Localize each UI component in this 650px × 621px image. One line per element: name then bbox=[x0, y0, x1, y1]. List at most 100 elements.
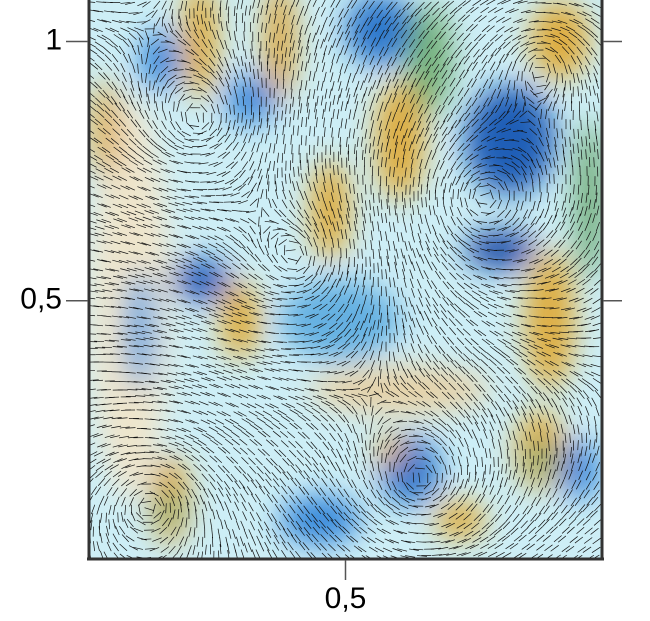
vector-line bbox=[493, 345, 503, 353]
vector-line bbox=[421, 456, 431, 463]
vector-line bbox=[121, 496, 126, 507]
vector-line bbox=[294, 387, 305, 392]
vector-line bbox=[205, 392, 216, 397]
vector-line bbox=[407, 128, 413, 138]
vector-line bbox=[125, 185, 136, 191]
vector-line bbox=[218, 487, 224, 497]
vector-line bbox=[378, 46, 385, 56]
vector-line bbox=[211, 528, 214, 539]
vector-line bbox=[199, 481, 206, 491]
vector-line bbox=[582, 11, 592, 17]
vector-line bbox=[549, 454, 551, 465]
vector-line bbox=[213, 161, 223, 168]
vector-line bbox=[117, 458, 127, 463]
vector-line bbox=[312, 71, 316, 82]
vector-line bbox=[292, 53, 296, 64]
vector-line bbox=[594, 38, 602, 47]
vector-line bbox=[351, 0, 358, 9]
vector-line bbox=[454, 374, 463, 382]
vector-line bbox=[471, 429, 477, 439]
vector-line bbox=[218, 13, 220, 24]
vector-line bbox=[215, 473, 223, 483]
vector-line bbox=[465, 392, 473, 401]
vector-line bbox=[329, 201, 333, 211]
vector-line bbox=[416, 247, 421, 258]
vector-line bbox=[308, 70, 312, 81]
vector-line bbox=[360, 470, 366, 480]
vector-line bbox=[569, 80, 571, 91]
vector-line bbox=[279, 430, 289, 438]
vector-line bbox=[400, 428, 411, 432]
vector-line bbox=[190, 97, 201, 100]
vector-line bbox=[425, 240, 430, 251]
vector-line bbox=[530, 469, 534, 479]
vector-line bbox=[88, 410, 96, 413]
vector-line bbox=[152, 316, 163, 320]
vector-line bbox=[132, 362, 144, 365]
vector-line bbox=[514, 406, 521, 416]
vector-line bbox=[303, 209, 310, 219]
vector-line bbox=[495, 16, 505, 23]
vector-line bbox=[192, 314, 203, 319]
vector-line bbox=[520, 200, 524, 211]
vector-line bbox=[593, 65, 599, 75]
vector-line bbox=[251, 549, 257, 559]
vector-line bbox=[480, 303, 490, 309]
vector-line bbox=[328, 543, 336, 552]
vector-line bbox=[323, 201, 328, 211]
vector-line bbox=[290, 477, 298, 487]
vector-line bbox=[280, 255, 288, 264]
vector-line bbox=[295, 276, 305, 280]
vector-line bbox=[159, 307, 170, 312]
vector-line bbox=[470, 374, 478, 383]
vector-line bbox=[528, 431, 532, 442]
vector-line bbox=[481, 155, 491, 160]
vector-line bbox=[95, 486, 102, 496]
vector-line bbox=[393, 78, 399, 89]
vector-line bbox=[417, 343, 423, 354]
vector-line bbox=[557, 317, 568, 319]
vector-line bbox=[390, 503, 400, 510]
vector-line bbox=[229, 291, 239, 297]
vector-line bbox=[432, 133, 438, 143]
vector-line bbox=[217, 281, 227, 287]
vector-line bbox=[447, 69, 454, 79]
vector-line bbox=[173, 272, 184, 277]
vector-line bbox=[423, 85, 429, 95]
vector-line bbox=[216, 411, 226, 417]
vector-line bbox=[426, 334, 433, 344]
vector-line bbox=[528, 47, 538, 53]
vector-line bbox=[143, 344, 154, 348]
vector-line bbox=[465, 23, 474, 32]
vector-line bbox=[453, 472, 455, 483]
vector-line bbox=[128, 138, 137, 146]
vector-line bbox=[406, 411, 416, 415]
vector-line bbox=[89, 81, 98, 89]
vector-line bbox=[465, 6, 475, 14]
vector-line bbox=[419, 311, 425, 321]
vector-line bbox=[193, 527, 196, 538]
vector-line bbox=[328, 88, 332, 99]
vector-line bbox=[298, 96, 301, 107]
vector-line bbox=[195, 495, 200, 505]
vector-line bbox=[563, 469, 568, 480]
vector-line bbox=[179, 536, 185, 546]
vector-line bbox=[133, 472, 144, 476]
vector-line bbox=[374, 547, 385, 553]
vector-line bbox=[214, 291, 224, 297]
vector-line bbox=[520, 231, 530, 238]
vector-line bbox=[168, 93, 173, 103]
vector-line bbox=[558, 337, 569, 340]
vector-line bbox=[586, 120, 589, 131]
vector-line bbox=[504, 26, 513, 33]
vector-line bbox=[440, 215, 445, 226]
vector-line bbox=[101, 443, 111, 448]
vector-line bbox=[562, 488, 569, 498]
vector-line bbox=[293, 166, 295, 177]
vector-line bbox=[320, 414, 329, 422]
vector-line bbox=[552, 280, 563, 285]
vector-line bbox=[160, 280, 171, 284]
vector-line bbox=[112, 232, 123, 236]
vector-line bbox=[579, 415, 583, 426]
vector-line bbox=[320, 423, 329, 431]
